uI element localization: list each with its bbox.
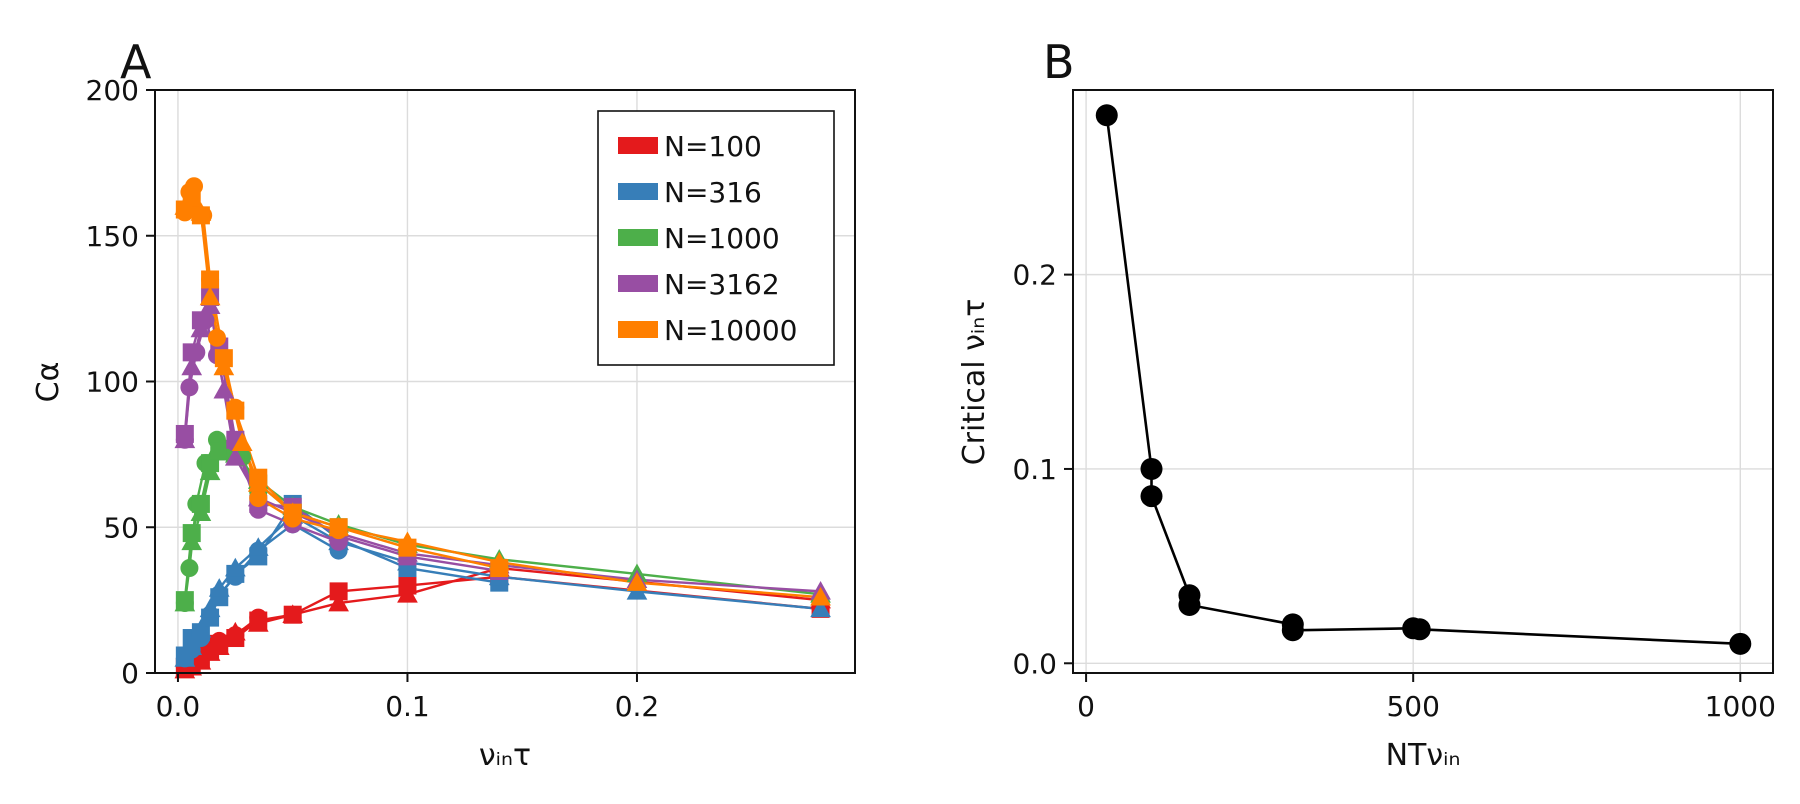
panel-a-point-n-3162-triangle — [174, 429, 196, 449]
panel-b-series-line — [1105, 115, 1741, 646]
legend-swatch-n100 — [618, 137, 658, 154]
panel-a-point-n-1000-triangle — [181, 531, 203, 551]
panel-b-point-critical-circle — [1408, 618, 1431, 641]
panel-a-point-n-3162-triangle — [190, 318, 212, 338]
panel-a-point-n-3162-circle — [180, 378, 199, 397]
panel-a-point-n-1000-triangle — [190, 502, 212, 521]
legend-label-n10000: N=10000 — [664, 314, 797, 347]
panel-a-y-tick-label: 100 — [86, 366, 139, 399]
panel-b-x-tick-label: 0 — [1077, 690, 1095, 723]
panel-a-point-n-316-triangle — [199, 598, 221, 618]
panel-a-letter: A — [120, 35, 152, 89]
panel-a-point-n-1000-triangle — [174, 592, 196, 612]
legend-swatch-n3162 — [618, 275, 658, 292]
legend-swatch-n10000 — [618, 321, 658, 338]
panel-a-point-n-10000-triangle — [626, 572, 648, 591]
panel-a-y-tick-label: 150 — [86, 220, 139, 253]
panel-a-point-n-10000-triangle — [181, 187, 203, 207]
panel-a-point-n-10000-triangle — [397, 531, 418, 551]
panel-a-point-n-10000-square — [201, 270, 220, 289]
panel-a-legend: N=100 N=316 N=1000 N=3162 N=10000 — [597, 110, 835, 366]
panel-a-point-n-3162-triangle — [213, 379, 235, 399]
panel-a-point-n-10000-triangle — [190, 202, 212, 221]
panel-a-point-n-316-triangle — [247, 537, 269, 556]
panel-a-point-n-10000-circle — [207, 328, 226, 347]
panel-a-point-n-10000-triangle — [282, 502, 304, 521]
panel-a-data-points — [174, 177, 831, 679]
panel-a-point-n-316-triangle — [190, 618, 212, 638]
panel-b-x-tick-label: 500 — [1386, 690, 1439, 723]
panel-a-point-n-10000-triangle — [328, 516, 349, 536]
panel-b-x-axis-label: NTνᵢₙ — [1386, 738, 1461, 773]
panel-a-point-n-100-triangle — [282, 604, 304, 623]
panel-b-point-critical-circle — [1140, 485, 1163, 508]
legend-swatch-n1000 — [618, 229, 658, 246]
panel-b-y-axis-label: Critical νᵢₙτ — [957, 299, 992, 466]
legend-swatch-n316 — [618, 183, 658, 200]
legend-label-n3162: N=3162 — [664, 268, 780, 301]
panel-a-point-n-10000-triangle — [247, 473, 269, 492]
panel-b-x-tick-label: 1000 — [1705, 690, 1776, 723]
panel-a-y-axis-label: Cα — [31, 362, 66, 403]
panel-a-y-tick-label: 200 — [86, 74, 139, 107]
panel-a-x-tick-label: 0.1 — [385, 690, 430, 723]
panel-b-point-critical-circle — [1140, 457, 1163, 480]
panel-a-point-n-1000-triangle — [208, 441, 230, 460]
panel-b-letter: B — [1043, 35, 1075, 89]
panel-b-y-tick-label: 0.2 — [1012, 259, 1057, 292]
panel-a-point-n-100-triangle — [199, 642, 221, 661]
panel-a-point-n-3162-triangle — [181, 356, 203, 376]
panel-a-point-n-316-triangle — [181, 636, 203, 656]
panel-a-point-n-10000-triangle — [231, 432, 253, 451]
panel-a-point-n-10000-square — [226, 401, 245, 420]
panel-a-point-n-316-triangle — [810, 598, 831, 618]
panel-a: 0.0 0.1 0.2 0 50 100 150 200 A νᵢₙτ Cα N=100 N=… — [31, 35, 856, 773]
panel-a-point-n-3162-triangle — [224, 446, 246, 466]
panel-b-point-critical-circle — [1729, 632, 1752, 655]
panel-b: 0 500 1000 0.0 0.1 0.2 B NTνᵢₙ Critical νᵢₙτ — [957, 35, 1776, 773]
panel-a-point-n-10000-triangle — [199, 286, 221, 306]
panel-b-gridlines — [1073, 90, 1773, 673]
legend-label-n1000: N=1000 — [664, 222, 780, 255]
panel-a-y-tick-label: 0 — [121, 657, 139, 690]
legend-label-n316: N=316 — [664, 176, 762, 209]
panel-b-plot-frame — [1072, 89, 1774, 674]
panel-a-x-tick-label: 0.0 — [156, 690, 201, 723]
panel-a-point-n-100-square — [329, 582, 348, 601]
panel-a-line-n-10000-square — [183, 198, 500, 570]
panel-b-point-critical-circle — [1095, 104, 1118, 127]
panel-a-point-n-100-triangle — [397, 583, 418, 603]
panel-b-data-points — [1095, 104, 1752, 655]
panel-a-point-n-100-triangle — [328, 592, 349, 612]
panel-a-point-n-10000-circle — [185, 177, 204, 196]
panel-a-point-n-316-triangle — [174, 648, 196, 667]
panel-a-point-n-10000-triangle — [488, 551, 510, 571]
panel-a-point-n-3162-square — [182, 343, 201, 362]
legend-label-n100: N=100 — [664, 130, 762, 163]
panel-a-point-n-1000-circle — [180, 559, 199, 578]
panel-a-axis-ticks: 0.0 0.1 0.2 0 50 100 150 200 — [86, 74, 660, 723]
panel-b-y-tick-label: 0.0 — [1012, 647, 1057, 680]
panel-a-x-axis-label: νᵢₙτ — [479, 738, 531, 773]
panel-a-point-n-316-triangle — [224, 557, 246, 577]
panel-b-point-critical-circle — [1281, 619, 1304, 642]
panel-a-point-n-10000-circle — [249, 489, 268, 508]
panel-a-point-n-100-triangle — [247, 613, 269, 632]
panel-a-point-n-100-triangle — [208, 636, 230, 656]
panel-a-point-n-10000-triangle — [810, 586, 831, 606]
panel-a-x-tick-label: 0.2 — [615, 690, 660, 723]
panel-a-point-n-10000-triangle — [213, 356, 235, 376]
panel-b-point-critical-circle — [1178, 593, 1201, 616]
panel-b-y-tick-label: 0.1 — [1012, 453, 1057, 486]
panel-a-point-n-1000-triangle — [199, 461, 221, 481]
panel-a-point-n-100-triangle — [224, 621, 246, 641]
panel-b-line-critical-circle — [1105, 115, 1741, 646]
panel-a-y-tick-label: 50 — [103, 511, 139, 544]
panel-b-axis-ticks: 0 500 1000 0.0 0.1 0.2 — [1012, 259, 1775, 723]
panel-a-point-n-316-triangle — [208, 578, 230, 597]
